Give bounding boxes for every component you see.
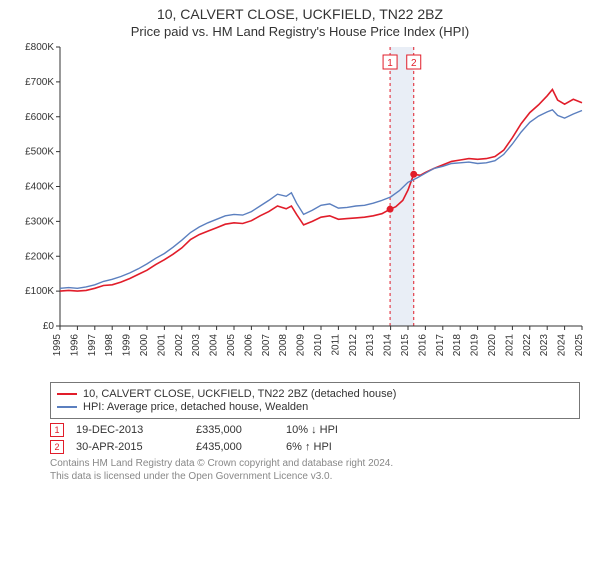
svg-text:1996: 1996	[69, 334, 80, 357]
sale-date: 19-DEC-2013	[76, 424, 196, 436]
sale-hpi: 6% ↑ HPI	[286, 441, 376, 453]
sale-date: 30-APR-2015	[76, 441, 196, 453]
svg-text:£800K: £800K	[25, 42, 54, 53]
svg-text:1995: 1995	[52, 334, 63, 357]
page-subtitle: Price paid vs. HM Land Registry's House …	[0, 24, 600, 39]
svg-text:2018: 2018	[452, 334, 463, 357]
svg-text:1998: 1998	[104, 334, 115, 357]
svg-text:2010: 2010	[313, 334, 324, 357]
svg-text:£400K: £400K	[25, 182, 54, 193]
svg-text:2: 2	[411, 58, 417, 69]
svg-text:2023: 2023	[539, 334, 550, 357]
footer-line: Contains HM Land Registry data © Crown c…	[50, 458, 580, 471]
svg-text:2015: 2015	[400, 334, 411, 357]
footer: Contains HM Land Registry data © Crown c…	[50, 458, 580, 483]
svg-text:£300K: £300K	[25, 216, 54, 227]
svg-text:£0: £0	[43, 321, 55, 332]
svg-text:2014: 2014	[383, 334, 394, 357]
svg-text:2009: 2009	[296, 334, 307, 357]
svg-text:2000: 2000	[139, 334, 150, 357]
svg-text:£600K: £600K	[25, 112, 54, 123]
svg-text:2019: 2019	[470, 334, 481, 357]
legend-label: HPI: Average price, detached house, Weal…	[83, 401, 308, 413]
legend-item: 10, CALVERT CLOSE, UCKFIELD, TN22 2BZ (d…	[57, 388, 573, 400]
sale-price: £435,000	[196, 441, 286, 453]
svg-text:£500K: £500K	[25, 147, 54, 158]
svg-text:1: 1	[387, 58, 393, 69]
price-chart: £0 £100K £200K £300K £400K £500K £600K £700K £80…	[10, 41, 600, 376]
svg-text:2011: 2011	[330, 334, 341, 356]
svg-text:1999: 1999	[122, 334, 133, 357]
svg-text:£700K: £700K	[25, 77, 54, 88]
sale-row: 1 19-DEC-2013 £335,000 10% ↓ HPI	[50, 423, 580, 437]
svg-text:2008: 2008	[278, 334, 289, 357]
svg-text:2024: 2024	[557, 334, 568, 357]
legend: 10, CALVERT CLOSE, UCKFIELD, TN22 2BZ (d…	[50, 382, 580, 419]
svg-text:1997: 1997	[87, 334, 98, 357]
svg-text:2020: 2020	[487, 334, 498, 357]
svg-text:£200K: £200K	[25, 251, 54, 262]
svg-text:2002: 2002	[174, 334, 185, 357]
sales-table: 1 19-DEC-2013 £335,000 10% ↓ HPI 2 30-AP…	[50, 423, 580, 454]
svg-text:2003: 2003	[191, 334, 202, 357]
svg-text:2017: 2017	[435, 334, 446, 357]
svg-text:2012: 2012	[348, 334, 359, 357]
svg-text:2005: 2005	[226, 334, 237, 357]
footer-line: This data is licensed under the Open Gov…	[50, 471, 580, 484]
svg-text:2007: 2007	[261, 334, 272, 357]
sale-row: 2 30-APR-2015 £435,000 6% ↑ HPI	[50, 440, 580, 454]
legend-swatch	[57, 406, 77, 408]
svg-text:2022: 2022	[522, 334, 533, 357]
svg-text:2021: 2021	[504, 334, 515, 357]
svg-text:2013: 2013	[365, 334, 376, 357]
svg-text:2006: 2006	[243, 334, 254, 357]
sale-price: £335,000	[196, 424, 286, 436]
legend-swatch	[57, 393, 77, 395]
svg-text:2004: 2004	[209, 334, 220, 357]
sale-marker: 1	[50, 423, 64, 437]
svg-text:2001: 2001	[156, 334, 167, 357]
sale-marker: 2	[50, 440, 64, 454]
sale-hpi: 10% ↓ HPI	[286, 424, 376, 436]
legend-label: 10, CALVERT CLOSE, UCKFIELD, TN22 2BZ (d…	[83, 388, 396, 400]
legend-item: HPI: Average price, detached house, Weal…	[57, 401, 573, 413]
svg-text:2016: 2016	[417, 334, 428, 357]
svg-text:2025: 2025	[574, 334, 585, 357]
svg-text:£100K: £100K	[25, 286, 54, 297]
page-title: 10, CALVERT CLOSE, UCKFIELD, TN22 2BZ	[0, 6, 600, 22]
